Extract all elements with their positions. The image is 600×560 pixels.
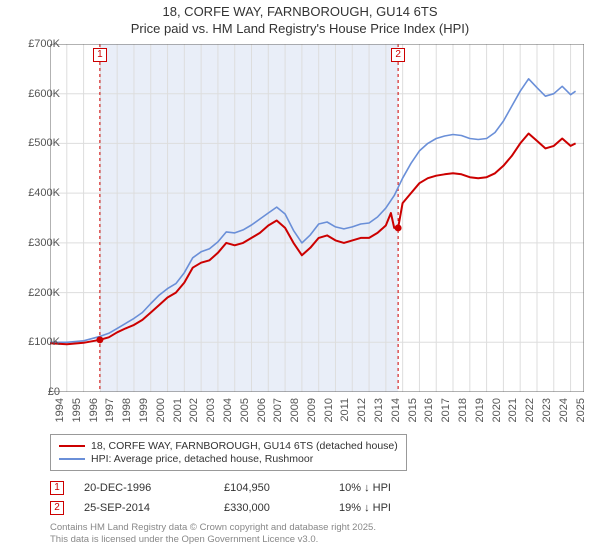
y-tick-label: £500K bbox=[5, 137, 60, 149]
x-tick-label: 1995 bbox=[71, 398, 83, 422]
y-tick-label: £100K bbox=[5, 336, 60, 348]
x-tick-label: 2024 bbox=[558, 398, 570, 422]
x-tick-label: 1998 bbox=[121, 398, 133, 422]
x-tick-label: 2005 bbox=[239, 398, 251, 422]
y-tick-label: £0 bbox=[5, 386, 60, 398]
x-tick-label: 2015 bbox=[407, 398, 419, 422]
sale-marker-2: 2 bbox=[391, 48, 405, 62]
x-tick-label: 2009 bbox=[306, 398, 318, 422]
x-tick-label: 2021 bbox=[507, 398, 519, 422]
x-tick-label: 2016 bbox=[423, 398, 435, 422]
sale-marker-1: 1 bbox=[93, 48, 107, 62]
transaction-row: 2 25-SEP-2014 £330,000 19% ↓ HPI bbox=[50, 498, 459, 518]
x-tick-label: 1999 bbox=[138, 398, 150, 422]
x-tick-label: 2010 bbox=[323, 398, 335, 422]
x-tick-label: 2013 bbox=[373, 398, 385, 422]
x-tick-label: 2002 bbox=[188, 398, 200, 422]
legend: 18, CORFE WAY, FARNBOROUGH, GU14 6TS (de… bbox=[50, 434, 407, 471]
transaction-date: 25-SEP-2014 bbox=[84, 502, 224, 514]
x-tick-label: 2025 bbox=[575, 398, 587, 422]
y-tick-label: £700K bbox=[5, 38, 60, 50]
x-tick-label: 2001 bbox=[172, 398, 184, 422]
title-block: 18, CORFE WAY, FARNBOROUGH, GU14 6TS Pri… bbox=[0, 0, 600, 38]
transaction-price: £104,950 bbox=[224, 482, 339, 494]
chart-subtitle: Price paid vs. HM Land Registry's House … bbox=[0, 21, 600, 38]
x-tick-label: 1997 bbox=[104, 398, 116, 422]
x-tick-label: 2019 bbox=[474, 398, 486, 422]
footer-copyright: Contains HM Land Registry data © Crown c… bbox=[50, 522, 376, 534]
transaction-marker-2: 2 bbox=[50, 501, 64, 515]
legend-item-hpi: HPI: Average price, detached house, Rush… bbox=[59, 453, 398, 465]
transaction-pct: 10% ↓ HPI bbox=[339, 482, 459, 494]
plot-svg bbox=[50, 44, 584, 392]
x-tick-label: 2017 bbox=[440, 398, 452, 422]
y-tick-label: £400K bbox=[5, 187, 60, 199]
x-tick-label: 2008 bbox=[289, 398, 301, 422]
chart-container: 18, CORFE WAY, FARNBOROUGH, GU14 6TS Pri… bbox=[0, 0, 600, 560]
legend-swatch-price-paid bbox=[59, 445, 85, 447]
x-tick-label: 2007 bbox=[272, 398, 284, 422]
x-tick-label: 2004 bbox=[222, 398, 234, 422]
chart-title-address: 18, CORFE WAY, FARNBOROUGH, GU14 6TS bbox=[0, 4, 600, 21]
transaction-row: 1 20-DEC-1996 £104,950 10% ↓ HPI bbox=[50, 478, 459, 498]
x-tick-label: 2014 bbox=[390, 398, 402, 422]
x-tick-label: 2023 bbox=[541, 398, 553, 422]
x-tick-label: 2018 bbox=[457, 398, 469, 422]
legend-swatch-hpi bbox=[59, 458, 85, 460]
x-tick-label: 2022 bbox=[524, 398, 536, 422]
y-tick-label: £300K bbox=[5, 237, 60, 249]
transaction-price: £330,000 bbox=[224, 502, 339, 514]
y-tick-label: £600K bbox=[5, 88, 60, 100]
x-tick-label: 1994 bbox=[54, 398, 66, 422]
footer: Contains HM Land Registry data © Crown c… bbox=[50, 522, 376, 546]
footer-licence: This data is licensed under the Open Gov… bbox=[50, 534, 376, 546]
transaction-marker-1: 1 bbox=[50, 481, 64, 495]
x-tick-label: 2006 bbox=[256, 398, 268, 422]
transaction-date: 20-DEC-1996 bbox=[84, 482, 224, 494]
x-tick-label: 2003 bbox=[205, 398, 217, 422]
x-tick-label: 1996 bbox=[88, 398, 100, 422]
legend-item-price-paid: 18, CORFE WAY, FARNBOROUGH, GU14 6TS (de… bbox=[59, 440, 398, 452]
legend-label-hpi: HPI: Average price, detached house, Rush… bbox=[91, 453, 313, 465]
transaction-table: 1 20-DEC-1996 £104,950 10% ↓ HPI 2 25-SE… bbox=[50, 478, 459, 518]
x-tick-label: 2012 bbox=[356, 398, 368, 422]
x-tick-label: 2000 bbox=[155, 398, 167, 422]
transaction-pct: 19% ↓ HPI bbox=[339, 502, 459, 514]
plot-area bbox=[50, 44, 584, 392]
x-tick-label: 2020 bbox=[491, 398, 503, 422]
y-tick-label: £200K bbox=[5, 287, 60, 299]
x-tick-label: 2011 bbox=[339, 398, 351, 422]
legend-label-price-paid: 18, CORFE WAY, FARNBOROUGH, GU14 6TS (de… bbox=[91, 440, 398, 452]
